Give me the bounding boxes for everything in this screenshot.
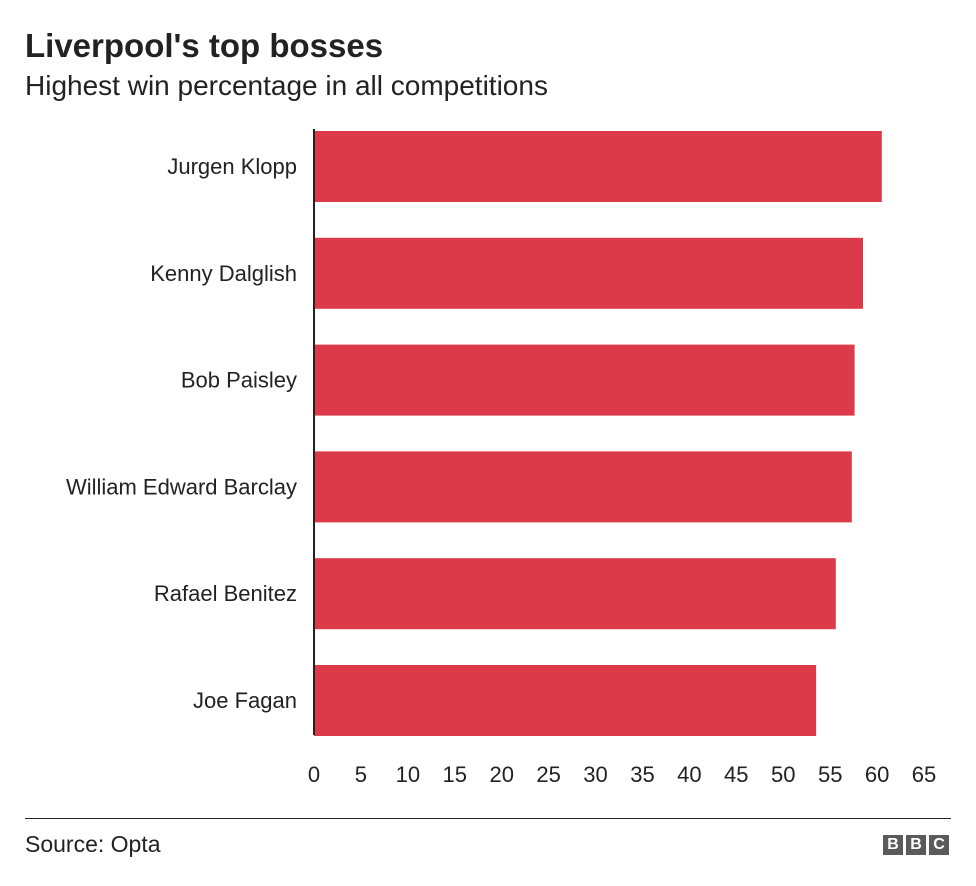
bbc-logo: B B C: [883, 835, 949, 855]
bar-1: [314, 237, 863, 309]
x-tick-label-5: 25: [536, 762, 560, 787]
footer-divider: [25, 818, 951, 819]
bar-0: [314, 131, 882, 202]
x-tick-label-2: 10: [396, 762, 420, 787]
x-axis-ticks: 0 5 10 15 20 25 30 35 40 45 50 55 60 65: [308, 762, 936, 787]
x-tick-label-4: 20: [489, 762, 513, 787]
bbc-logo-letter-b2: B: [906, 835, 926, 855]
bar-chart: Jurgen Klopp Kenny Dalglish Bob Paisley Wil…: [66, 129, 936, 787]
category-label-3: William Edward Barclay: [66, 474, 297, 499]
chart-subtitle: Highest win percentage in all competitio…: [25, 70, 548, 101]
bar-4: [314, 558, 836, 630]
category-label-2: Bob Paisley: [181, 368, 297, 393]
x-tick-label-1: 5: [355, 762, 367, 787]
x-tick-label-10: 50: [771, 762, 795, 787]
x-tick-label-6: 30: [583, 762, 607, 787]
category-label-5: Joe Fagan: [193, 688, 297, 713]
source-note: Source: Opta: [25, 831, 161, 857]
x-tick-label-11: 55: [818, 762, 842, 787]
category-label-1: Kenny Dalglish: [150, 261, 297, 286]
x-tick-label-3: 15: [443, 762, 467, 787]
x-tick-label-7: 35: [630, 762, 654, 787]
bar-5: [314, 665, 817, 736]
x-tick-label-8: 40: [677, 762, 701, 787]
category-label-0: Jurgen Klopp: [167, 154, 297, 179]
x-tick-label-0: 0: [308, 762, 320, 787]
category-label-4: Rafael Benitez: [154, 581, 297, 606]
bbc-logo-letter-b1: B: [883, 835, 903, 855]
category-labels: Jurgen Klopp Kenny Dalglish Bob Paisley Wil…: [66, 154, 297, 713]
chart-title: Liverpool's top bosses: [25, 27, 384, 64]
bar-2: [314, 344, 855, 416]
bbc-logo-letter-c: C: [929, 835, 949, 855]
bar-3: [314, 451, 852, 523]
x-tick-label-13: 65: [912, 762, 936, 787]
x-tick-label-12: 60: [865, 762, 889, 787]
bars-group: [314, 131, 882, 736]
x-tick-label-9: 45: [724, 762, 748, 787]
